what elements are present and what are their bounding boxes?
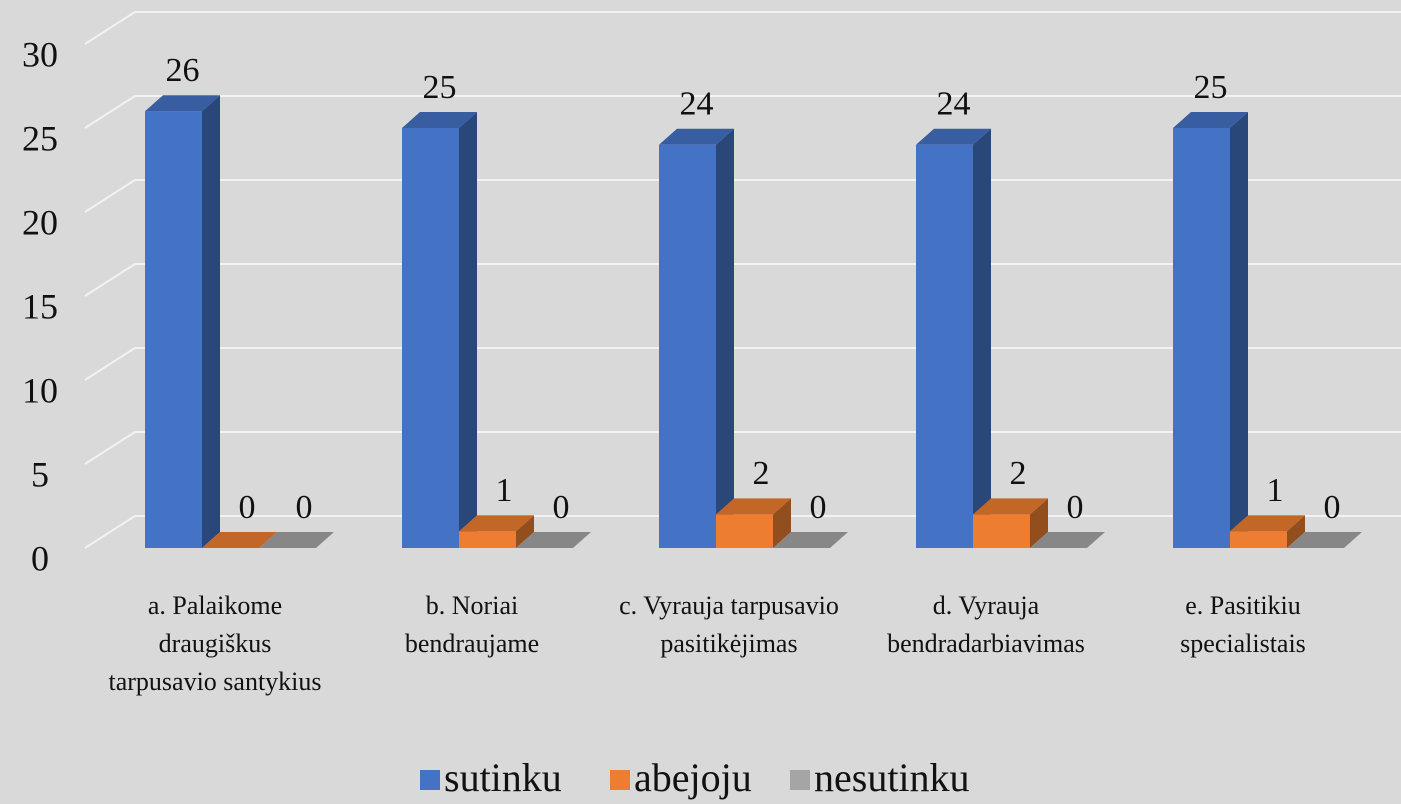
y-tick-label: 25 (22, 118, 58, 158)
data-label: 2 (1010, 455, 1027, 492)
data-label: 0 (553, 489, 570, 526)
bar-top (1287, 532, 1362, 548)
data-label: 0 (810, 489, 827, 526)
bar-front (973, 514, 1030, 548)
data-label: 0 (239, 489, 256, 526)
legend-label: sutinku (444, 755, 562, 800)
x-tick-label: e. Pasitikiu specialistais (1180, 591, 1306, 658)
bar-top (145, 95, 220, 112)
bar-top (459, 515, 534, 532)
grid-line (84, 11, 1401, 45)
bar-top (716, 498, 791, 515)
legend-swatch (420, 770, 440, 790)
data-label: 0 (296, 489, 313, 526)
data-label: 0 (1067, 489, 1084, 526)
y-tick-label: 20 (22, 202, 58, 242)
bar-top (1173, 112, 1248, 128)
legend-label: abejoju (634, 755, 752, 800)
data-label: 1 (1267, 472, 1284, 509)
x-tick-label: c. Vyrauja tarpusavio pasitikėjimas (619, 591, 839, 658)
bar-top (659, 128, 734, 145)
legend-swatch (610, 770, 630, 790)
bar-front (1230, 531, 1287, 548)
bar-side (202, 95, 220, 548)
x-tick-label: b. Noriai bendraujame (405, 591, 539, 658)
bar-side (1230, 112, 1248, 548)
bar-top (973, 498, 1048, 515)
data-label: 26 (166, 52, 200, 89)
bar-side (773, 498, 791, 548)
y-tick-label: 30 (22, 34, 58, 74)
bar-top (402, 112, 477, 128)
bar-side (973, 128, 991, 549)
data-label: 24 (680, 86, 714, 123)
legend-swatch (790, 770, 810, 790)
x-tick-label: d. Vyrauja bendradarbiavimas (887, 591, 1085, 658)
grid-line (84, 95, 1401, 129)
x-tick-label: a. Palaikome draugiškus tarpusavio santyki… (108, 591, 321, 696)
bar-top (916, 128, 991, 145)
bar-front (145, 111, 202, 548)
bar-front (402, 128, 459, 548)
bar-top (1230, 515, 1305, 532)
data-label: 1 (496, 472, 513, 509)
data-label: 25 (1194, 69, 1228, 106)
bar-front (916, 144, 973, 549)
y-tick-label: 10 (22, 370, 58, 410)
legend-label: nesutinku (814, 755, 970, 800)
data-label: 25 (423, 69, 457, 106)
data-label: 24 (937, 86, 971, 123)
y-tick-label: 0 (31, 538, 49, 578)
bar-side (1287, 515, 1305, 548)
bar-front (659, 144, 716, 549)
bar-front (716, 514, 773, 548)
bar-front (459, 531, 516, 548)
bar-side (1030, 498, 1048, 548)
data-label: 0 (1324, 489, 1341, 526)
y-tick-label: 15 (22, 286, 58, 326)
bar-side (716, 128, 734, 549)
data-label: 2 (753, 455, 770, 492)
bar-top (259, 532, 334, 548)
bar-side (516, 515, 534, 548)
y-tick-label: 5 (31, 454, 49, 494)
bar-top (202, 532, 277, 548)
bar-top (1030, 532, 1105, 548)
bar-side (459, 112, 477, 548)
bar-top (773, 532, 848, 548)
bar-top (516, 532, 591, 548)
bar-front (1173, 128, 1230, 548)
